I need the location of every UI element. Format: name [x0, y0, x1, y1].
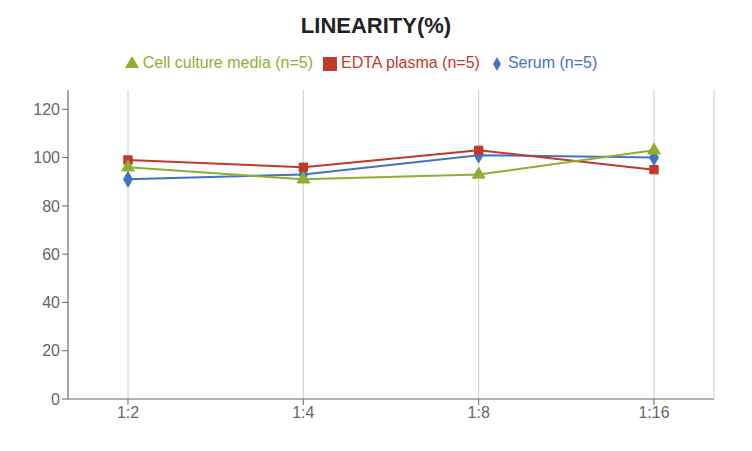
html-text:Cell culture media (n=5): Cell culture media (n=5) [142, 54, 313, 71]
svg-text:1:4: 1:4 [292, 404, 314, 421]
svg-text:60: 60 [42, 246, 60, 263]
html-text:EDTA plasma (n=5): EDTA plasma (n=5) [341, 54, 480, 71]
svg-text:80: 80 [42, 198, 60, 215]
svg-text:1:2: 1:2 [117, 404, 139, 421]
html-text:LINEARITY(%): LINEARITY(%) [300, 13, 452, 38]
svg-text:100: 100 [33, 149, 60, 166]
svg-text:1:16: 1:16 [638, 404, 669, 421]
html-text:Serum (n=5): Serum (n=5) [507, 54, 598, 71]
svg-text:120: 120 [33, 101, 60, 118]
svg-text:20: 20 [42, 342, 60, 359]
svg-text:0: 0 [51, 391, 60, 408]
svg-text:40: 40 [42, 294, 60, 311]
svg-text:1:8: 1:8 [468, 404, 490, 421]
